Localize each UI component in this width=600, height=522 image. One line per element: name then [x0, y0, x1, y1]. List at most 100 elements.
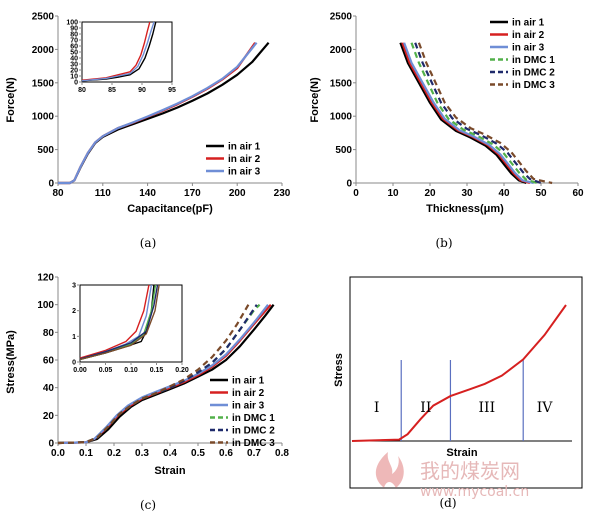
- panel-d-stress-strain-curve: [351, 304, 567, 442]
- panel-a-inset-x-tick-label: 80: [78, 87, 86, 94]
- panel-a-inset-series-in-air-3-line: [81, 21, 155, 82]
- panel-d-stage-label: IV: [537, 400, 554, 416]
- panel-c-x-tick-label: 0.6: [219, 448, 233, 459]
- panel-b-ylabel: Force(N): [309, 77, 321, 123]
- panel-a-legend-label: in air 3: [228, 167, 261, 178]
- panel-c-legend-label: in DMC 2: [232, 426, 275, 437]
- panel-c-inset-x-tick-label: 0.00: [73, 367, 87, 374]
- panel-c-inset-x-tick-label: 0.05: [99, 367, 113, 374]
- panel-b-x-tick-label: 20: [424, 188, 436, 199]
- panel-d-stage-label: II: [420, 400, 431, 416]
- panel-b-series-in-DMC-3-line: [417, 42, 553, 185]
- panel-a-x-tick-label: 200: [229, 188, 246, 199]
- panel-c-x-tick-label: 0.8: [275, 448, 289, 459]
- panel-b-legend-label: in air 3: [512, 43, 545, 54]
- panel-d-xlabel: Strain: [446, 447, 477, 459]
- panel-c-ylabel: Stress(MPa): [5, 330, 17, 394]
- panel-b-x-tick-label: 50: [535, 188, 547, 199]
- panel-b-series-in-DMC-1-line: [410, 42, 538, 185]
- panel-b-y-tick-label: 1000: [330, 112, 353, 123]
- panel-d: I II III IV Strain Stress (d): [333, 276, 583, 510]
- panel-c-x-tick-label: 0.3: [135, 448, 149, 459]
- watermark: 我的煤炭网 www.mycoal.cn: [375, 452, 529, 500]
- panel-a-y-tick-label: 2500: [32, 12, 55, 23]
- panel-d-plot: I II III IV: [349, 276, 583, 489]
- panel-d-stage-label: I: [374, 400, 380, 416]
- panel-c-legend-label: in air 3: [232, 401, 265, 412]
- panel-a-y-tick-label: 500: [37, 145, 54, 156]
- panel-c: 0.0 0.1 0.2 0.3 0.4 0.5 0.6 0.7 0.80204060801001…: [5, 273, 289, 513]
- panel-c-legend-label: in air 1: [232, 376, 265, 387]
- panel-b-caption: (b): [435, 236, 452, 250]
- panel-b-y-tick-label: 0: [346, 179, 352, 190]
- panel-c-inset-series-in-air-2-line: [79, 284, 150, 359]
- panel-b-series-in-air-1-line: [399, 42, 527, 185]
- panel-a-y-tick-label: 2000: [32, 45, 55, 56]
- panel-c-legend-label: in DMC 3: [232, 438, 275, 449]
- panel-a-x-tick-label: 80: [52, 188, 64, 199]
- panel-c-inset-y-tick-label: 1: [72, 334, 76, 341]
- panel-a-inset-series-in-air-2-line: [81, 21, 151, 81]
- panel-c-inset-frame: [79, 284, 183, 363]
- panel-a-inset-y-tick-label: 10: [70, 73, 78, 80]
- panel-a-y-tick-label: 1000: [32, 112, 55, 123]
- panel-a-inset-y-tick-label: 100: [66, 19, 78, 26]
- panel-a-legend-label: in air 2: [228, 154, 261, 165]
- panel-a-inset-y-tick-label: 0: [74, 79, 78, 86]
- panel-a-y-tick-label: 0: [48, 179, 54, 190]
- panel-c-y-tick-label: 40: [43, 383, 55, 394]
- panel-c-inset: 0.00 0.05 0.10 0.15 0.20 0 1 2 3: [72, 282, 189, 374]
- panel-b-xlabel: Thickness(μm): [426, 203, 504, 215]
- panel-d-caption: (d): [439, 496, 456, 510]
- panel-c-y-tick-label: 80: [43, 328, 55, 339]
- panel-b-legend-label: in DMC 3: [512, 80, 555, 91]
- panel-b-plot: 0 10 20 30 40 50 60 0 500 1000 1500 2000 2500 in air …: [330, 12, 584, 200]
- panel-c-legend-label: in air 2: [232, 388, 265, 399]
- panel-c-series-in-DMC-3-line: [57, 304, 250, 445]
- panel-a-x-tick-label: 140: [139, 188, 156, 199]
- panel-c-x-tick-label: 0.5: [191, 448, 205, 459]
- panel-a-inset-y-tick-label: 40: [70, 55, 78, 62]
- panel-b-x-tick-label: 10: [387, 188, 399, 199]
- watermark-url: www.mycoal.cn: [420, 484, 529, 500]
- panel-c-y-tick-label: 120: [37, 273, 54, 284]
- panel-c-inset-x-tick-label: 0.10: [124, 367, 138, 374]
- panel-c-y-tick-label: 100: [37, 300, 54, 311]
- panel-c-y-tick-label: 60: [43, 356, 55, 367]
- panel-d-frame: [349, 276, 583, 489]
- panel-c-x-tick-label: 0.4: [163, 448, 177, 459]
- panel-a-inset-x-tick-label: 90: [138, 87, 146, 94]
- panel-b-y-tick-label: 1500: [330, 78, 353, 89]
- panel-c-y-tick-label: 0: [48, 439, 54, 450]
- panel-b-x-tick-label: 40: [498, 188, 510, 199]
- panel-a-inset-series-in-air-1-line: [81, 21, 157, 82]
- panel-a-ylabel: Force(N): [5, 77, 17, 123]
- flame-logo-icon: [375, 452, 404, 488]
- panel-a-inset-y-tick-label: 70: [70, 37, 78, 44]
- panel-c-inset-x-tick-label: 0.15: [150, 367, 164, 374]
- panel-a-legend-label: in air 1: [228, 142, 261, 153]
- panel-a-series-in-air-3-line: [58, 42, 258, 185]
- panel-a-inset-y-tick-label: 30: [70, 61, 78, 68]
- panel-c-plot: 0.0 0.1 0.2 0.3 0.4 0.5 0.6 0.7 0.80204060801001…: [37, 273, 289, 460]
- panel-c-x-tick-label: 0.7: [247, 448, 261, 459]
- panel-c-y-tick-label: 20: [43, 411, 55, 422]
- panel-a-xlabel: Capacitance(pF): [127, 203, 213, 215]
- panel-c-inset-y-tick-label: 3: [72, 282, 76, 289]
- panel-c-inset-series-in-DMC-2-line: [79, 284, 159, 360]
- panel-c-inset-series-in-DMC-3-line: [79, 284, 160, 361]
- panel-a-caption: (a): [140, 236, 157, 250]
- panel-c-inset-y-tick-label: 0: [72, 359, 76, 366]
- panel-b-legend-label: in DMC 1: [512, 55, 555, 66]
- watermark-brand: 我的煤炭网: [420, 459, 520, 483]
- panel-c-inset-y-tick-label: 2: [72, 308, 76, 315]
- panel-a-inset-x-tick-label: 95: [168, 87, 176, 94]
- panel-a-x-tick-label: 170: [184, 188, 201, 199]
- panel-c-x-tick-label: 0.2: [107, 448, 121, 459]
- panel-a: 80 110 140 170 200 23005001000150020002500in …: [5, 12, 291, 251]
- panel-a-inset-y-tick-label: 20: [70, 67, 78, 74]
- panel-b-series-in-DMC-2-line: [414, 42, 542, 185]
- panel-c-xlabel: Strain: [154, 465, 185, 477]
- panel-a-x-tick-label: 230: [274, 188, 291, 199]
